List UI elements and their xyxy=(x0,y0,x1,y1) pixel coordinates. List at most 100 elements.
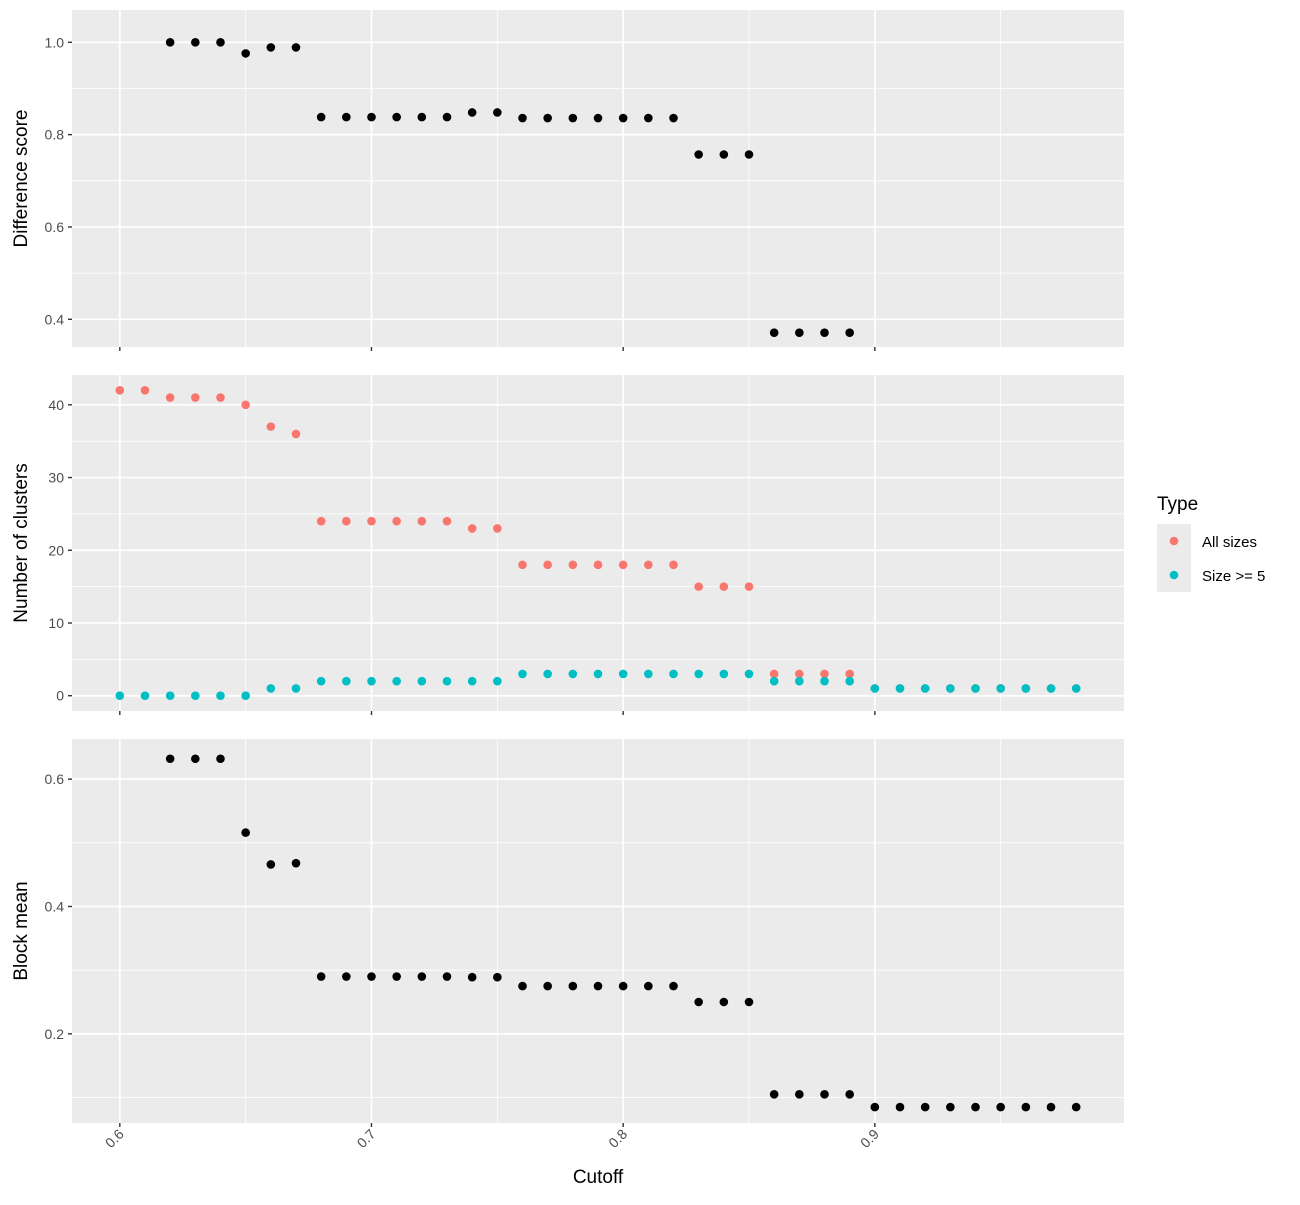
data-point xyxy=(342,972,351,981)
data-point xyxy=(165,754,175,764)
data-point xyxy=(568,669,578,679)
data-point xyxy=(769,669,779,679)
data-point xyxy=(618,560,628,570)
data-point xyxy=(568,560,578,570)
data-point xyxy=(669,560,678,570)
data-point xyxy=(820,669,829,679)
data-point xyxy=(669,981,678,991)
data-point xyxy=(417,676,427,686)
y-tick-label: 0.6 xyxy=(45,771,65,787)
data-point xyxy=(1046,1102,1056,1112)
legend-label: All sizes xyxy=(1202,534,1257,551)
data-point xyxy=(266,684,276,693)
data-point xyxy=(1071,1102,1081,1112)
data-point xyxy=(644,113,653,123)
data-point xyxy=(140,691,150,701)
data-point xyxy=(442,112,452,122)
data-point xyxy=(971,684,980,693)
data-point xyxy=(467,676,477,686)
data-point xyxy=(593,113,603,123)
data-point xyxy=(618,113,628,123)
data-point xyxy=(719,150,729,159)
data-point xyxy=(694,582,703,591)
data-point xyxy=(342,112,351,122)
y-tick-label: 20 xyxy=(48,542,64,558)
data-point xyxy=(543,981,552,991)
data-point xyxy=(191,691,200,701)
data-point xyxy=(467,108,477,117)
data-point xyxy=(568,113,578,123)
data-point xyxy=(165,38,175,47)
data-point xyxy=(216,38,225,47)
data-point xyxy=(392,112,401,122)
data-point xyxy=(719,582,729,591)
data-point xyxy=(266,43,276,52)
data-point xyxy=(316,112,326,122)
y-tick-label: 0.2 xyxy=(45,1026,65,1042)
panel-background xyxy=(72,10,1124,347)
data-point xyxy=(946,684,955,693)
y-axis-title: Difference score xyxy=(11,110,32,248)
data-point xyxy=(820,328,829,337)
data-point xyxy=(769,676,779,686)
data-point xyxy=(442,516,452,526)
data-point xyxy=(845,669,854,679)
x-tick-label: 0.6 xyxy=(102,1126,127,1151)
y-axis-title: Block mean xyxy=(11,881,32,980)
data-point xyxy=(392,516,401,526)
data-point xyxy=(115,385,125,395)
x-tick-label: 0.9 xyxy=(857,1126,882,1151)
y-axis-title: Number of clusters xyxy=(11,463,32,622)
data-point xyxy=(291,684,301,693)
data-point xyxy=(845,1090,854,1099)
data-point xyxy=(1071,684,1081,693)
data-point xyxy=(518,560,527,570)
data-point xyxy=(719,669,729,679)
data-point xyxy=(870,1102,880,1112)
y-tick-label: 0.4 xyxy=(45,898,65,914)
data-point xyxy=(694,669,703,679)
data-point xyxy=(744,582,754,591)
data-point xyxy=(493,108,502,117)
data-point xyxy=(241,828,250,837)
data-point xyxy=(493,676,502,686)
data-point xyxy=(367,972,376,981)
data-point xyxy=(644,669,653,679)
data-point xyxy=(241,691,250,701)
y-tick-label: 0.8 xyxy=(45,127,65,143)
data-point xyxy=(971,1102,980,1112)
data-point xyxy=(417,112,427,122)
y-tick-label: 0.6 xyxy=(45,219,65,235)
data-point xyxy=(266,422,276,431)
data-point xyxy=(543,669,552,679)
data-point xyxy=(241,400,250,410)
data-point xyxy=(996,1102,1005,1112)
data-point xyxy=(417,972,427,981)
data-point xyxy=(543,113,552,123)
x-axis-title: Cutoff xyxy=(573,1167,624,1188)
data-point xyxy=(795,1090,804,1099)
data-point xyxy=(820,676,829,686)
data-point xyxy=(744,150,754,159)
data-point xyxy=(568,981,578,991)
data-point xyxy=(769,1090,779,1099)
legend-key-point xyxy=(1169,536,1179,546)
data-point xyxy=(216,754,225,764)
data-point xyxy=(845,328,854,337)
data-point xyxy=(367,112,376,122)
data-point xyxy=(744,669,754,679)
data-point xyxy=(191,754,200,764)
data-point xyxy=(593,669,603,679)
panel-background xyxy=(72,739,1124,1123)
data-point xyxy=(342,516,351,526)
data-point xyxy=(920,684,930,693)
y-tick-label: 1.0 xyxy=(45,34,65,50)
data-point xyxy=(1021,684,1031,693)
data-point xyxy=(719,997,729,1007)
legend-title: Type xyxy=(1157,494,1198,515)
data-point xyxy=(644,981,653,991)
panel-background xyxy=(72,375,1124,711)
data-point xyxy=(165,691,175,701)
data-point xyxy=(191,393,200,402)
